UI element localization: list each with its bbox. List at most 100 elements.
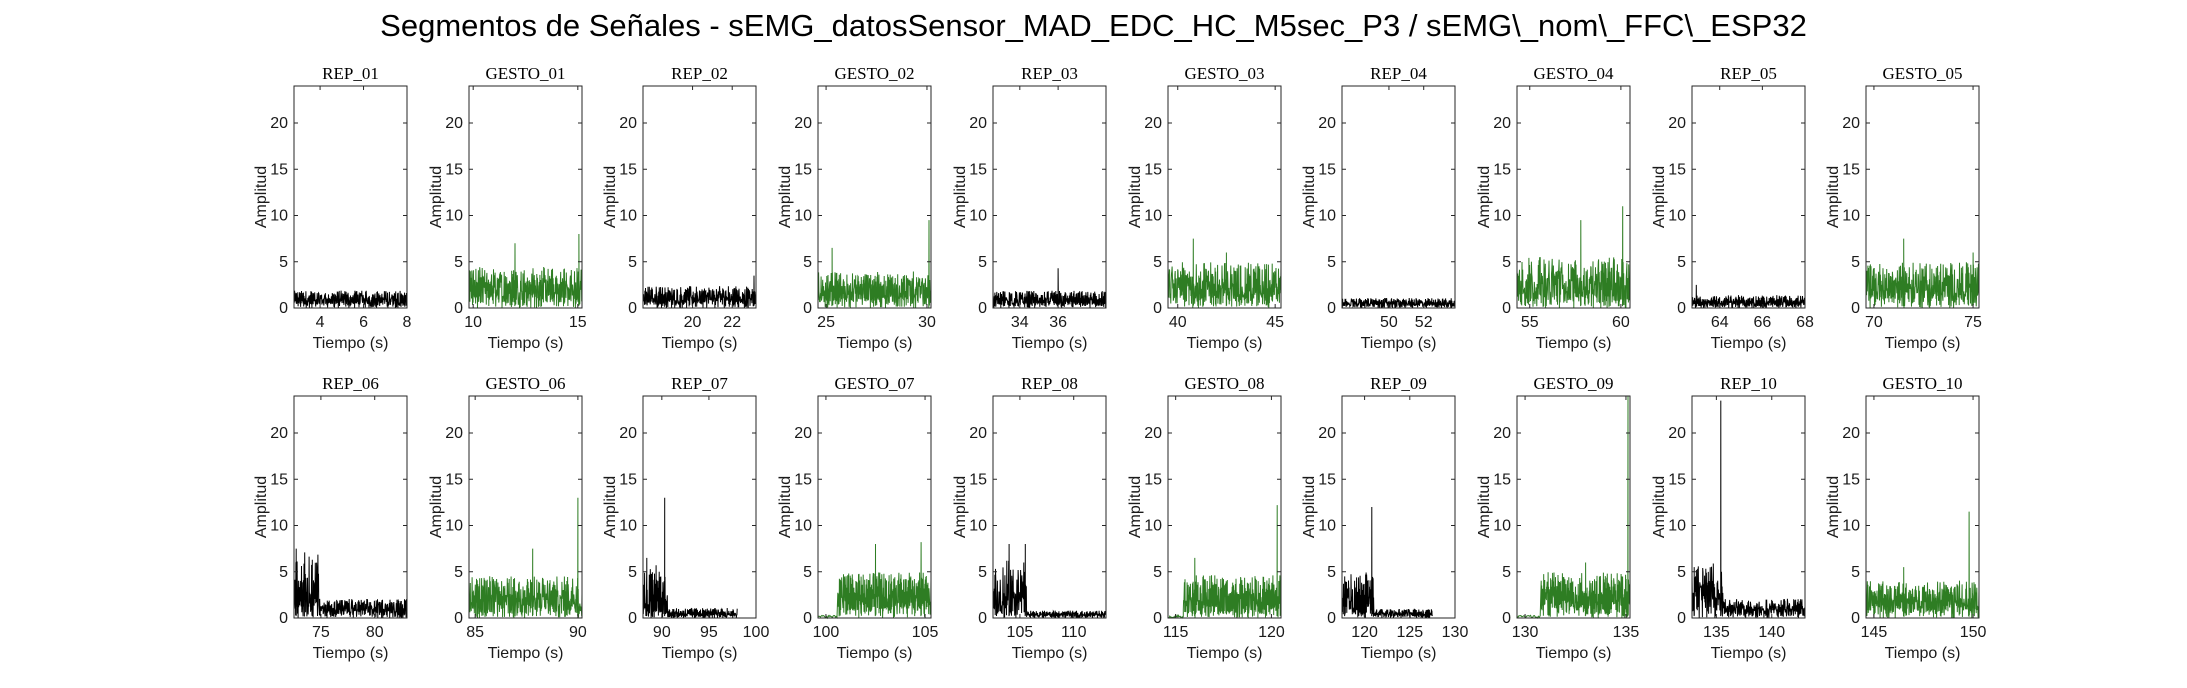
y-axis-label: Amplitud [1651, 166, 1668, 228]
x-tick-label: 10 [464, 314, 482, 331]
subplot-rep-06: 0 5 10 15 20 75 80 REP_06 Tiempo (s) Amplitud [253, 374, 408, 662]
y-axis-label: Amplitud [952, 476, 969, 538]
subplot-title: GESTO_02 [835, 64, 915, 83]
signal-trace [642, 275, 757, 309]
subplot-gesto-08: 0 5 10 15 20 115 120 GESTO_08 Tiempo (s) Amplitud [1127, 374, 1285, 662]
y-tick-label: 15 [794, 161, 812, 178]
y-axis-label: Amplitud [1651, 476, 1668, 538]
x-tick-label: 8 [403, 314, 412, 331]
y-tick-label: 15 [1668, 161, 1686, 178]
y-tick-label: 10 [1318, 208, 1336, 225]
x-tick-label: 20 [684, 314, 702, 331]
y-tick-label: 15 [270, 471, 288, 488]
x-tick-label: 125 [1396, 624, 1423, 641]
y-tick-label: 15 [1144, 161, 1162, 178]
y-tick-label: 10 [445, 208, 463, 225]
y-tick-label: 10 [619, 208, 637, 225]
subplot-rep-03: 0 5 10 15 20 34 36 REP_03 Tiempo (s) Amplitud [952, 64, 1107, 352]
signal-trace [1865, 238, 1980, 308]
y-tick-label: 20 [1668, 425, 1686, 442]
y-tick-label: 5 [1153, 564, 1162, 581]
subplot-title: REP_04 [1370, 64, 1427, 83]
axes-box [1516, 85, 1631, 309]
x-tick-label: 30 [918, 314, 936, 331]
y-tick-label: 0 [1502, 610, 1511, 627]
y-tick-label: 0 [1502, 300, 1511, 317]
axes-box [992, 85, 1107, 309]
y-tick-label: 5 [978, 254, 987, 271]
y-tick-label: 5 [1502, 254, 1511, 271]
x-tick-label: 135 [1703, 624, 1730, 641]
subplot-rep-04: 0 5 10 15 20 50 52 REP_04 Tiempo (s) Amplitud [1301, 64, 1456, 352]
y-axis-label: Amplitud [952, 166, 969, 228]
axes-box [1167, 395, 1282, 619]
x-axis-label: Tiempo (s) [1012, 335, 1088, 352]
x-tick-label: 115 [1163, 624, 1189, 641]
x-tick-label: 110 [1061, 624, 1087, 641]
y-tick-label: 10 [1668, 518, 1686, 535]
x-axis-label: Tiempo (s) [1711, 645, 1787, 662]
x-axis-label: Tiempo (s) [1361, 335, 1437, 352]
x-axis-label: Tiempo (s) [837, 645, 913, 662]
subplot-gesto-05: 0 5 10 15 20 70 75 GESTO_05 Tiempo (s) Amplitud [1825, 64, 1982, 352]
x-tick-label: 50 [1380, 314, 1398, 331]
subplot-title: GESTO_05 [1883, 64, 1963, 83]
y-tick-label: 10 [1842, 208, 1860, 225]
axes-box [1691, 85, 1806, 309]
y-tick-label: 0 [454, 610, 463, 627]
subplot-title: REP_03 [1021, 64, 1078, 83]
subplot-gesto-03: 0 5 10 15 20 40 45 GESTO_03 Tiempo (s) Amplitud [1127, 64, 1284, 352]
y-tick-label: 20 [969, 425, 987, 442]
axes-box [1865, 85, 1980, 309]
x-tick-label: 120 [1351, 624, 1378, 641]
signal-trace [293, 290, 408, 309]
y-tick-label: 15 [1318, 161, 1336, 178]
x-tick-label: 52 [1415, 314, 1433, 331]
x-tick-label: 68 [1796, 314, 1814, 331]
y-tick-label: 5 [803, 564, 812, 581]
x-axis-label: Tiempo (s) [662, 335, 738, 352]
y-tick-label: 10 [969, 518, 987, 535]
axes-box [293, 85, 408, 309]
y-tick-label: 15 [1668, 471, 1686, 488]
y-tick-label: 20 [1493, 115, 1511, 132]
y-tick-label: 15 [794, 471, 812, 488]
subplot-title: GESTO_09 [1534, 374, 1614, 393]
subplot-title: REP_08 [1021, 374, 1078, 393]
axes-box [1341, 395, 1456, 619]
x-axis-label: Tiempo (s) [313, 645, 389, 662]
subplot-gesto-06: 0 5 10 15 20 85 90 GESTO_06 Tiempo (s) Amplitud [428, 374, 587, 662]
x-tick-label: 80 [366, 624, 384, 641]
y-tick-label: 5 [454, 564, 463, 581]
y-tick-label: 10 [794, 208, 812, 225]
subplot-title: REP_10 [1720, 374, 1777, 393]
y-axis-label: Amplitud [428, 476, 445, 538]
y-tick-label: 5 [978, 564, 987, 581]
subplot-title: REP_07 [671, 374, 728, 393]
signal-trace [293, 548, 408, 618]
subplot-title: GESTO_08 [1185, 374, 1265, 393]
x-tick-label: 100 [743, 624, 770, 641]
x-axis-label: Tiempo (s) [1187, 335, 1263, 352]
signal-trace [992, 268, 1107, 308]
signal-trace [1341, 297, 1456, 309]
y-axis-label: Amplitud [1301, 476, 1318, 538]
y-tick-label: 15 [445, 161, 463, 178]
x-axis-label: Tiempo (s) [1361, 645, 1437, 662]
y-tick-label: 0 [279, 300, 288, 317]
subplot-rep-01: 0 5 10 15 20 4 6 8 REP_01 Tiempo (s) Amplitud [253, 64, 412, 352]
y-tick-label: 20 [619, 425, 637, 442]
y-tick-label: 15 [619, 471, 637, 488]
x-tick-label: 22 [723, 314, 741, 331]
y-tick-label: 20 [794, 115, 812, 132]
y-tick-label: 15 [1493, 161, 1511, 178]
y-tick-label: 5 [1851, 254, 1860, 271]
y-tick-label: 15 [619, 161, 637, 178]
y-axis-label: Amplitud [1127, 476, 1144, 538]
subplot-rep-10: 0 5 10 15 20 135 140 REP_10 Tiempo (s) Amplitud [1651, 374, 1806, 662]
x-tick-label: 15 [569, 314, 587, 331]
y-tick-label: 5 [628, 564, 637, 581]
y-tick-label: 20 [969, 115, 987, 132]
x-tick-label: 36 [1049, 314, 1067, 331]
